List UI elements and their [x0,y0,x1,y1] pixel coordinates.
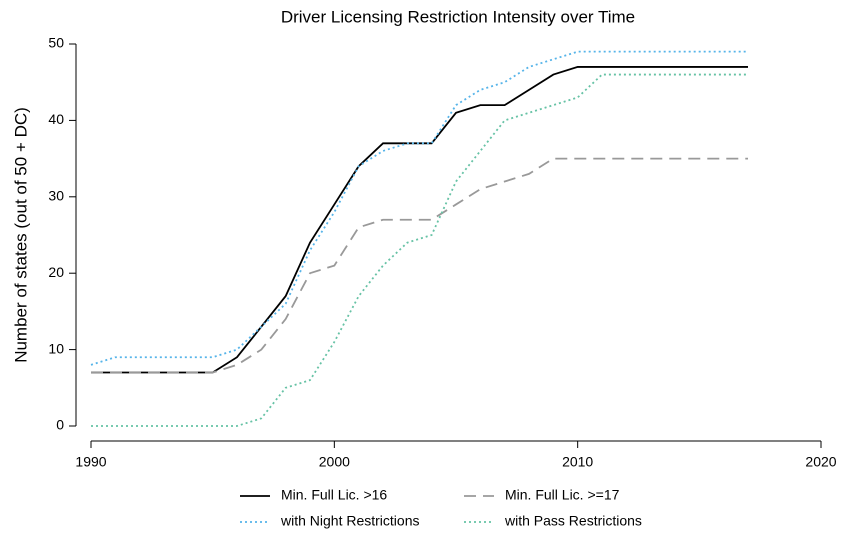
chart-title: Driver Licensing Restriction Intensity o… [281,7,635,26]
x-tick-label: 2010 [562,454,593,470]
legend-label: Min. Full Lic. >16 [281,487,387,503]
y-tick-label: 30 [48,188,64,204]
y-tick-label: 10 [48,340,64,356]
x-tick-label: 1990 [75,454,106,470]
y-tick-label: 50 [48,35,64,51]
legend-label: with Night Restrictions [280,513,420,529]
y-tick-label: 20 [48,264,64,280]
y-axis-label: Number of states (out of 50 + DC) [11,107,30,363]
series-line [90,50,748,366]
legend-label: Min. Full Lic. >=17 [505,487,620,503]
y-tick-label: 0 [56,417,64,433]
x-tick-label: 2000 [319,454,350,470]
series-line [91,157,748,374]
series-line [91,66,748,374]
legend-label: with Pass Restrictions [504,513,642,529]
x-tick-label: 2020 [805,454,836,470]
y-tick-label: 40 [48,111,64,127]
